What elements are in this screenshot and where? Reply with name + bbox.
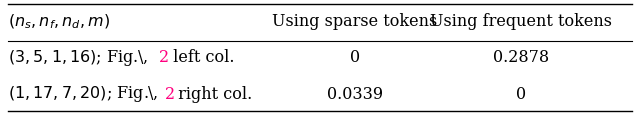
Text: 0: 0 <box>516 85 526 102</box>
Text: 0.2878: 0.2878 <box>493 49 548 66</box>
Text: Using frequent tokens: Using frequent tokens <box>429 13 612 30</box>
Text: Using sparse tokens: Using sparse tokens <box>273 13 438 30</box>
Text: 2: 2 <box>164 85 175 102</box>
Text: $(n_s, n_f, n_d, m)$: $(n_s, n_f, n_d, m)$ <box>8 12 109 31</box>
Text: 0.0339: 0.0339 <box>327 85 383 102</box>
Text: right col.: right col. <box>173 85 253 102</box>
Text: left col.: left col. <box>168 49 234 66</box>
Text: $(1,17,7,20)$; Fig.\,: $(1,17,7,20)$; Fig.\, <box>8 83 158 103</box>
Text: 0: 0 <box>350 49 360 66</box>
Text: 2: 2 <box>159 49 169 66</box>
Text: $(3,5,1,16)$; Fig.\,: $(3,5,1,16)$; Fig.\, <box>8 48 148 67</box>
